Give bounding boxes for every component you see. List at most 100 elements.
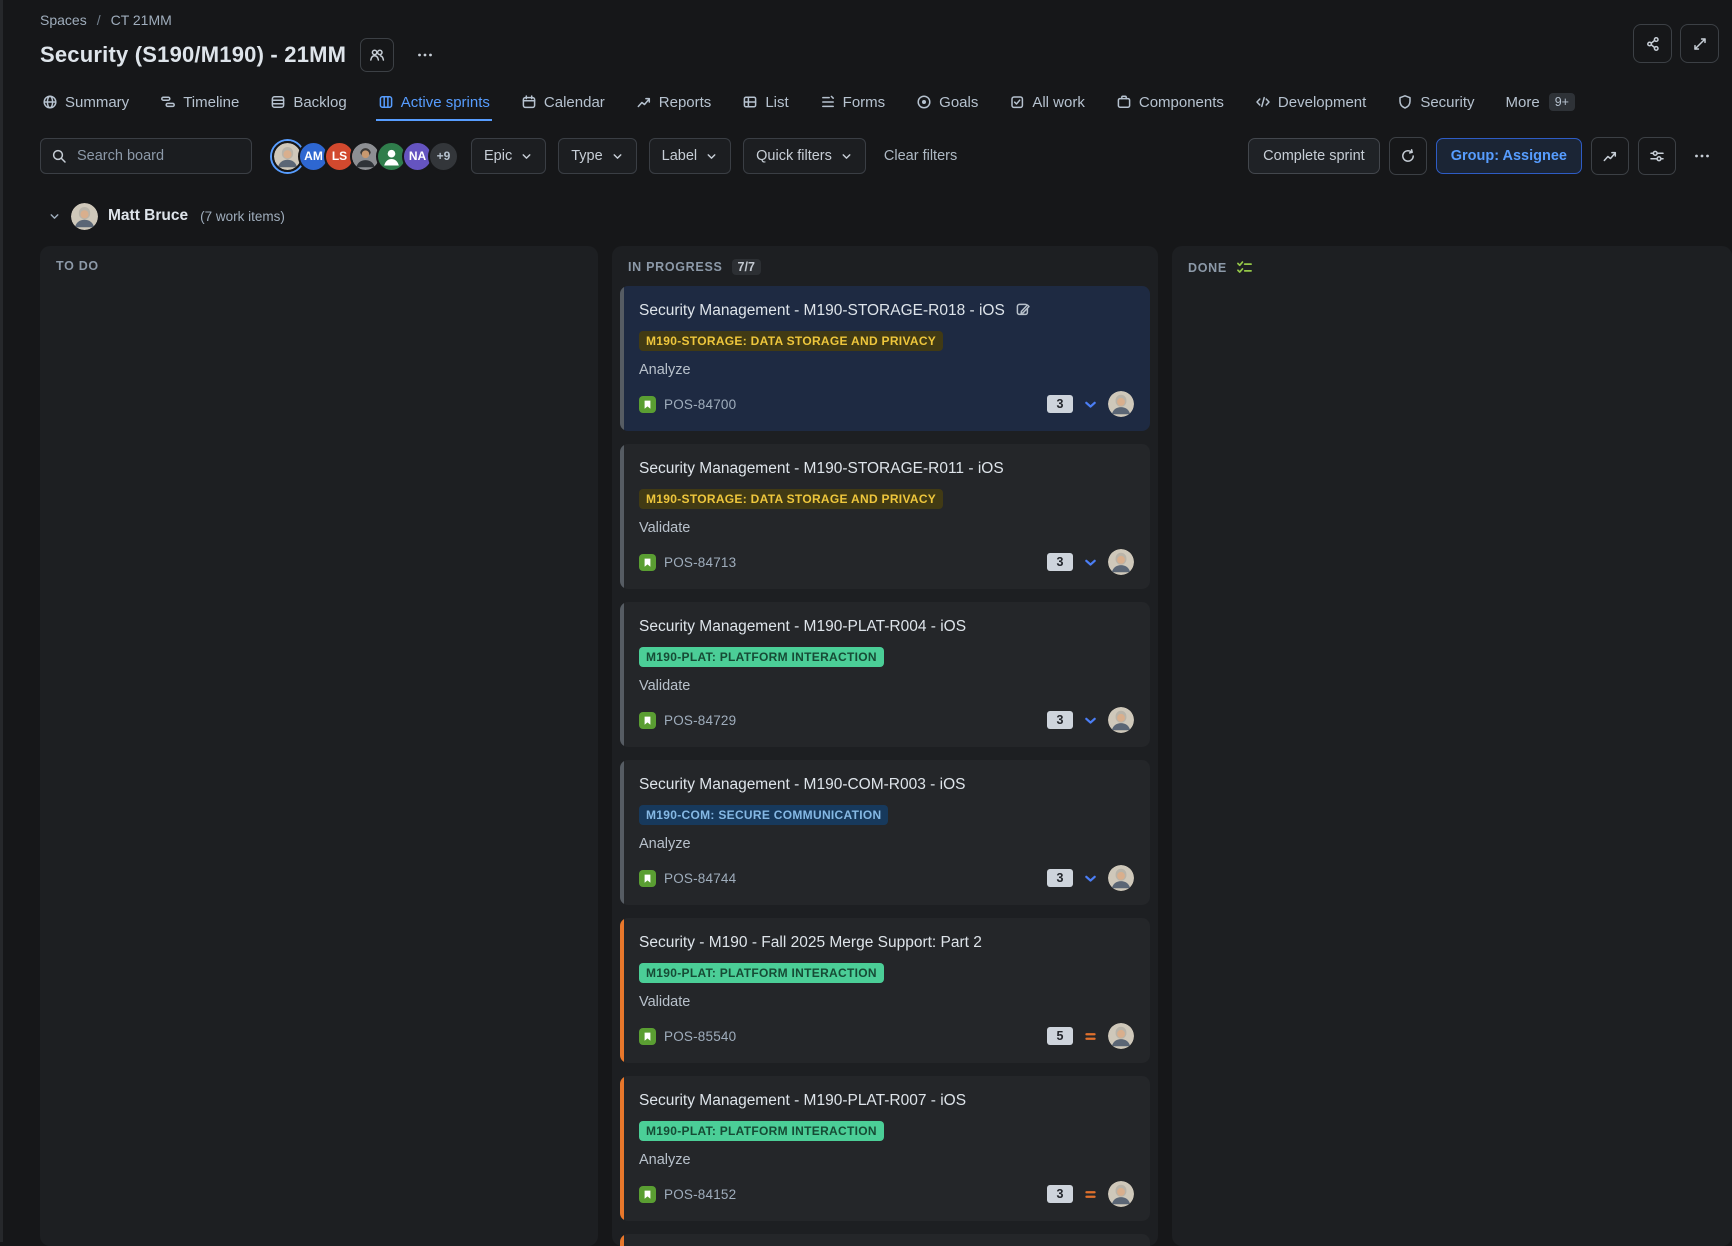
- story-type-icon: [639, 396, 656, 413]
- filter-label: Label: [662, 148, 697, 164]
- board-card[interactable]: Security Management - M190-STORAGE-R018 …: [620, 286, 1150, 431]
- fullscreen-button[interactable]: [1680, 24, 1719, 63]
- card-color-stripe: [620, 444, 624, 589]
- chart-up-icon: [636, 94, 652, 110]
- story-points-badge: 5: [1047, 1027, 1073, 1045]
- avatar-overflow-count[interactable]: +9: [428, 141, 459, 172]
- assignee-avatar[interactable]: [1108, 391, 1134, 417]
- board-members-button[interactable]: [360, 38, 394, 72]
- issue-key[interactable]: POS-84152: [664, 1187, 736, 1202]
- priority-low-icon: [1083, 555, 1098, 570]
- breadcrumb-separator: /: [97, 12, 101, 28]
- issue-key[interactable]: POS-84700: [664, 397, 736, 412]
- board-settings-button[interactable]: [1638, 137, 1676, 175]
- collapse-group-chevron-icon[interactable]: [48, 210, 61, 223]
- people-icon: [369, 47, 385, 63]
- column-cards: Security Management - M190-STORAGE-R018 …: [612, 284, 1158, 1246]
- issue-key[interactable]: POS-84729: [664, 713, 736, 728]
- priority-medium-icon: [1083, 1187, 1098, 1202]
- story-points-badge: 3: [1047, 869, 1073, 887]
- epic-filter-dropdown[interactable]: Epic: [471, 138, 546, 174]
- tab-label: Components: [1139, 94, 1224, 111]
- chevron-down-icon: [840, 150, 853, 163]
- title-more-button[interactable]: [408, 38, 442, 72]
- column-header: DONE: [1172, 246, 1732, 285]
- breadcrumb-project[interactable]: CT 21MM: [111, 12, 172, 28]
- board-card[interactable]: [620, 1234, 1150, 1246]
- search-input[interactable]: [75, 147, 241, 165]
- card-title: Security Management - M190-PLAT-R004 - i…: [639, 616, 966, 637]
- tab-label: Active sprints: [401, 94, 490, 111]
- card-title: Security - M190 - Fall 2025 Merge Suppor…: [639, 932, 982, 953]
- assignee-avatar[interactable]: [1108, 865, 1134, 891]
- tab-timeline[interactable]: Timeline: [158, 88, 241, 121]
- tab-list[interactable]: List: [740, 88, 790, 121]
- insights-button[interactable]: [1591, 137, 1629, 175]
- tab-summary[interactable]: Summary: [40, 88, 131, 121]
- tab-label: Backlog: [293, 94, 346, 111]
- insights-icon: [1602, 148, 1618, 164]
- column-in-progress: IN PROGRESS7/7 Security Management - M190…: [612, 246, 1158, 1246]
- sprint-cycle-button[interactable]: [1389, 137, 1427, 175]
- quick-filters-filter-dropdown[interactable]: Quick filters: [743, 138, 866, 174]
- assignee-avatar[interactable]: [1108, 1181, 1134, 1207]
- epic-label-chip[interactable]: M190-PLAT: PLATFORM INTERACTION: [639, 963, 884, 983]
- tab-label: Goals: [939, 94, 978, 111]
- toolbar-more-button[interactable]: [1685, 137, 1719, 175]
- group-by-assignee-button[interactable]: Group: Assignee: [1436, 138, 1582, 174]
- issue-key[interactable]: POS-85540: [664, 1029, 736, 1044]
- epic-label-chip[interactable]: M190-PLAT: PLATFORM INTERACTION: [639, 647, 884, 667]
- story-points-badge: 3: [1047, 395, 1073, 413]
- tab-goals[interactable]: Goals: [914, 88, 980, 121]
- tab-components[interactable]: Components: [1114, 88, 1226, 121]
- story-type-icon: [639, 712, 656, 729]
- tab-forms[interactable]: Forms: [818, 88, 888, 121]
- tab-backlog[interactable]: Backlog: [268, 88, 348, 121]
- issue-key[interactable]: POS-84744: [664, 871, 736, 886]
- column-header: IN PROGRESS7/7: [612, 246, 1158, 284]
- board-card[interactable]: Security Management - M190-PLAT-R007 - i…: [620, 1076, 1150, 1221]
- left-edge-divider: [0, 0, 3, 1242]
- search-board-field[interactable]: [40, 138, 252, 174]
- complete-sprint-button[interactable]: Complete sprint: [1248, 138, 1380, 174]
- group-work-item-count: (7 work items): [200, 209, 285, 224]
- tab-all-work[interactable]: All work: [1007, 88, 1087, 121]
- sliders-icon: [1649, 148, 1665, 164]
- board-card[interactable]: Security Management - M190-STORAGE-R011 …: [620, 444, 1150, 589]
- epic-label-chip[interactable]: M190-COM: SECURE COMMUNICATION: [639, 805, 888, 825]
- board-card[interactable]: Security Management - M190-PLAT-R004 - i…: [620, 602, 1150, 747]
- assignee-avatar[interactable]: [1108, 707, 1134, 733]
- tab-label: List: [765, 94, 788, 111]
- tab-calendar[interactable]: Calendar: [519, 88, 607, 121]
- story-type-icon: [639, 1186, 656, 1203]
- column-cards: [40, 282, 598, 1246]
- card-status-text: Validate: [639, 678, 1134, 694]
- epic-label-chip[interactable]: M190-STORAGE: DATA STORAGE AND PRIVACY: [639, 489, 943, 509]
- type-filter-dropdown[interactable]: Type: [558, 138, 636, 174]
- column-cards: [1172, 285, 1732, 1246]
- filter-label: Type: [571, 148, 602, 164]
- assignee-avatar[interactable]: [1108, 1023, 1134, 1049]
- card-title: Security Management - M190-STORAGE-R018 …: [639, 300, 1005, 321]
- tab-label: Forms: [843, 94, 886, 111]
- card-color-stripe: [620, 1076, 624, 1221]
- tab-reports[interactable]: Reports: [634, 88, 714, 121]
- epic-label-chip[interactable]: M190-STORAGE: DATA STORAGE AND PRIVACY: [639, 331, 943, 351]
- issue-key[interactable]: POS-84713: [664, 555, 736, 570]
- sprint-cycle-icon: [1400, 148, 1416, 164]
- assignee-avatar[interactable]: [1108, 549, 1134, 575]
- tab-security[interactable]: Security: [1395, 88, 1476, 121]
- tab-more[interactable]: More9+: [1504, 87, 1577, 121]
- tab-active-sprints[interactable]: Active sprints: [376, 88, 492, 121]
- edit-summary-button[interactable]: [1015, 301, 1031, 317]
- breadcrumb-spaces[interactable]: Spaces: [40, 12, 87, 28]
- epic-label-chip[interactable]: M190-PLAT: PLATFORM INTERACTION: [639, 1121, 884, 1141]
- board-card[interactable]: Security Management - M190-COM-R003 - iO…: [620, 760, 1150, 905]
- code-icon: [1255, 94, 1271, 110]
- board-card[interactable]: Security - M190 - Fall 2025 Merge Suppor…: [620, 918, 1150, 1063]
- label-filter-dropdown[interactable]: Label: [649, 138, 731, 174]
- share-button[interactable]: [1633, 24, 1672, 63]
- tab-development[interactable]: Development: [1253, 88, 1368, 121]
- column-done: DONE: [1172, 246, 1732, 1246]
- clear-filters-link[interactable]: Clear filters: [884, 148, 957, 164]
